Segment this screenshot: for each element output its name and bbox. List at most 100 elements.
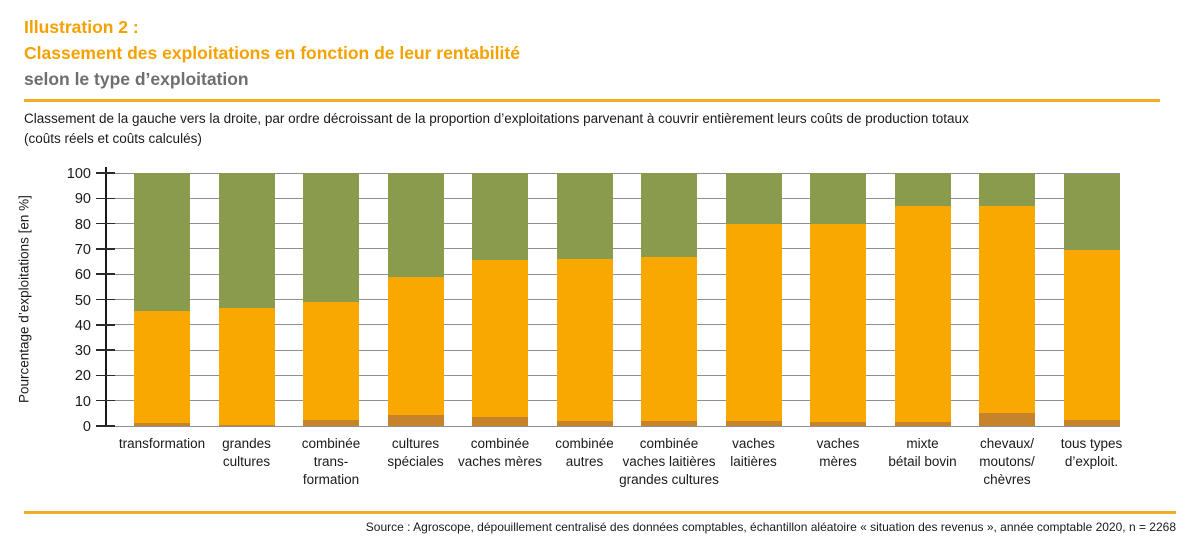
orange-segment: [303, 302, 359, 420]
orange-segment: [894, 205, 951, 423]
bar: [556, 173, 613, 426]
y-axis-tick-label: 10: [74, 393, 91, 410]
plot-area: 0 10 20 30 40 50 60 70 80 90 100 transformation gran…: [67, 166, 1122, 487]
bar: [979, 173, 1035, 426]
y-axis-tick-label: 60: [74, 267, 91, 284]
x-axis-label-line: bétail bovin: [888, 454, 957, 469]
y-axis-title: Pourcentage d’exploitations [en %]: [16, 195, 32, 404]
brown-segment: [641, 420, 697, 426]
y-axis-tick: [96, 298, 115, 301]
orange-segment: [1063, 250, 1120, 420]
x-axis-category-label: mixte bétail bovin: [868, 435, 978, 471]
x-axis-label-line: combinée: [301, 436, 361, 451]
bar: [1063, 173, 1120, 426]
x-axis-label-line: chevaux/: [979, 436, 1035, 451]
x-axis-category-label: combinée autres: [530, 435, 640, 471]
x-axis-category-label: chevaux/moutons/chèvres: [952, 435, 1062, 489]
y-axis-tick: [96, 197, 115, 200]
y-axis-tick: [96, 399, 115, 402]
brown-segment: [979, 413, 1035, 426]
x-axis-category-label: tous types d’exploit.: [1037, 435, 1147, 471]
y-axis-tick: [96, 273, 115, 275]
green-segment: [303, 173, 359, 303]
orange-segment: [218, 308, 275, 425]
orange-segment: [979, 205, 1035, 414]
bar: [472, 173, 528, 426]
brown-segment: [134, 423, 190, 426]
gridline: [105, 273, 1120, 275]
green-segment: [134, 173, 190, 311]
x-axis-label-line: tous types: [1060, 436, 1123, 451]
figure-header: Illustration 2 : Classement des exploita…: [24, 14, 1164, 92]
orange-segment: [810, 223, 866, 423]
footer-divider: [24, 511, 1176, 514]
figure-description: Classement de la gauche vers la droite, …: [24, 109, 1179, 149]
figure-subtitle: selon le type d’exploitation: [24, 69, 249, 89]
x-axis-label-line: vaches: [732, 436, 775, 451]
bar: [218, 173, 275, 426]
gridline: [105, 223, 1120, 225]
x-axis-label-line: chèvres: [983, 472, 1031, 487]
orange-segment: [472, 260, 528, 418]
x-axis-label-line: laitières: [730, 454, 777, 469]
gridline: [105, 172, 1120, 174]
source-note: Source : Agroscope, dépouillement centra…: [365, 520, 1176, 534]
bar: [725, 173, 782, 426]
gridline: [105, 324, 1120, 326]
green-segment: [979, 173, 1035, 206]
orange-segment: [556, 259, 613, 421]
brown-segment: [894, 422, 951, 426]
orange-segment: [387, 276, 444, 415]
bar: [641, 173, 697, 426]
brown-segment: [1063, 419, 1120, 426]
x-axis-category-label: vaches laitières: [699, 435, 809, 471]
x-axis-label-line: cultures: [222, 454, 271, 469]
y-axis-tick: [96, 425, 115, 427]
green-segment: [725, 173, 782, 224]
x-axis-label-line: mères: [819, 454, 857, 469]
orange-segment: [641, 256, 697, 421]
x-axis-label-line: mixte: [906, 436, 939, 451]
brown-segment: [218, 424, 275, 426]
x-axis-label-line: combinée: [470, 436, 530, 451]
green-segment: [641, 173, 697, 257]
y-axis-tick-label: 100: [66, 166, 91, 182]
y-axis-tick: [96, 222, 115, 225]
gridline: [105, 400, 1120, 402]
green-segment: [894, 173, 951, 206]
y-axis-tick: [96, 172, 115, 174]
x-axis-category-label: transformation: [107, 435, 217, 453]
green-segment: [218, 173, 275, 309]
brown-segment: [472, 417, 528, 426]
x-axis-label-line: vaches mères: [457, 454, 543, 469]
description-line-1: Classement de la gauche vers la droite, …: [24, 111, 969, 126]
figure-number: Illustration 2 :: [24, 17, 139, 37]
green-segment: [472, 173, 528, 261]
bar: [387, 173, 444, 426]
bar: [810, 173, 866, 426]
brown-segment: [725, 420, 782, 426]
x-axis-label-line: grandes cultures: [619, 472, 719, 487]
green-segment: [1063, 174, 1120, 251]
brown-segment: [556, 420, 613, 426]
bar: [894, 173, 951, 426]
brown-segment: [810, 422, 866, 426]
green-segment: [387, 173, 444, 277]
y-axis-tick-label: 30: [74, 343, 91, 360]
gridline: [105, 299, 1120, 300]
gridline: [105, 248, 1120, 250]
x-axis-label-line: transformation: [118, 436, 206, 451]
x-axis-label-line: formation: [302, 472, 360, 487]
gridline: [105, 349, 1120, 351]
x-axis-category-label: combinée vaches mères: [445, 435, 555, 471]
x-axis-label-line: vaches: [816, 436, 860, 451]
x-axis-category-label: combinée trans-formation: [276, 435, 386, 489]
x-axis-category-label: grandes cultures: [192, 435, 302, 471]
y-axis-tick-label: 20: [74, 368, 91, 385]
orange-segment: [725, 223, 782, 421]
x-axis-label-line: trans-: [313, 454, 349, 469]
orange-segment: [134, 310, 190, 424]
y-axis-tick: [96, 349, 115, 351]
x-axis-category-label: combinée vaches laitières grandes cultures: [614, 435, 724, 489]
description-line-2: (coûts réels et coûts calculés): [24, 131, 202, 146]
